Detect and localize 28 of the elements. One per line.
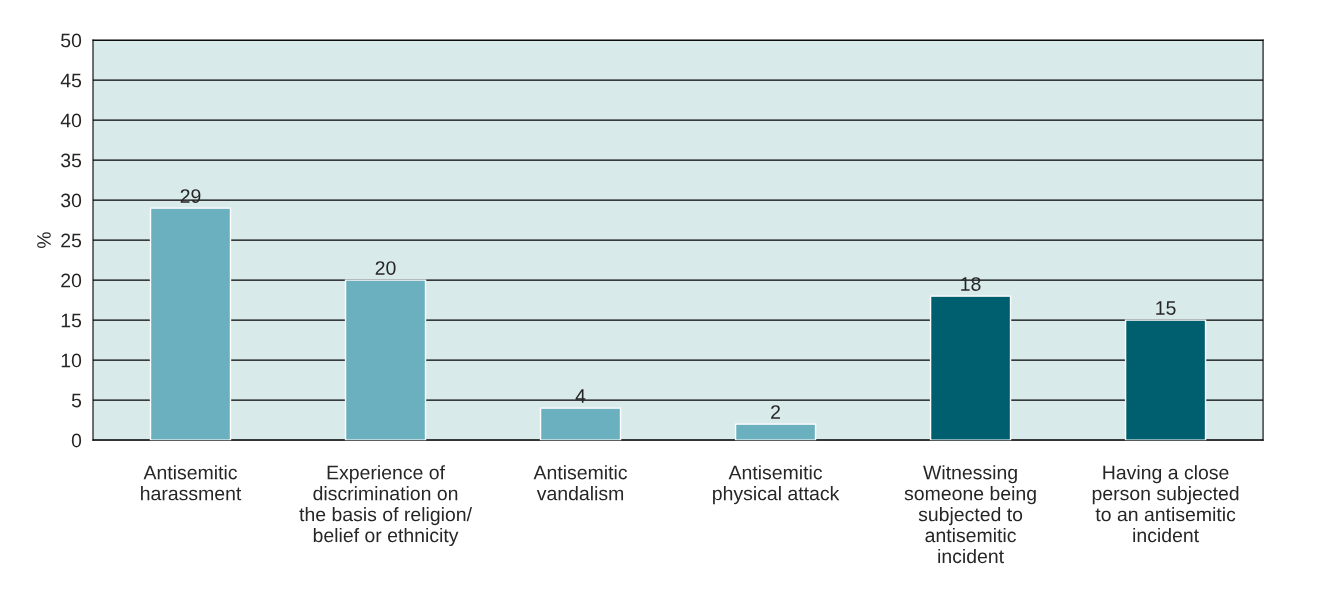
data-label: 2 — [771, 405, 780, 419]
y-tick-label: 35 — [61, 153, 82, 168]
x-tick-label: Having a close person subjected to an antisemitic incident — [1092, 465, 1239, 543]
bar — [344, 279, 427, 441]
data-label: 15 — [1156, 301, 1176, 315]
x-tick-label: Witnessing someone being subjected to antisemitic incident — [904, 465, 1036, 564]
y-tick-label: 15 — [61, 313, 82, 328]
y-axis-title: % — [37, 232, 51, 249]
y-tick-label: 20 — [61, 273, 82, 288]
y-tick-label: 40 — [60, 113, 82, 128]
data-label: 20 — [375, 261, 396, 275]
y-tick-label: 0 — [71, 433, 82, 448]
x-tick-label: Antisemitic vandalism — [533, 465, 628, 501]
x-tick-label: Antisemitic physical attack — [713, 465, 840, 505]
bar — [929, 295, 1012, 441]
y-tick-label: 45 — [60, 73, 82, 88]
bar — [539, 407, 622, 441]
y-tick-label: 30 — [61, 193, 82, 208]
bar — [734, 423, 817, 441]
x-tick-label: Antisemitic harassment — [141, 465, 242, 501]
bar — [1124, 319, 1207, 441]
y-tick-label: 50 — [61, 33, 82, 48]
x-tick-label: Experience of discrimination on the basis of religion/ belief or ethnicity — [299, 465, 472, 547]
y-tick-label: 5 — [71, 393, 82, 408]
y-tick-label: 25 — [61, 233, 82, 248]
y-tick-label: 10 — [61, 353, 82, 368]
bar — [149, 207, 232, 441]
data-label: 18 — [961, 277, 981, 291]
